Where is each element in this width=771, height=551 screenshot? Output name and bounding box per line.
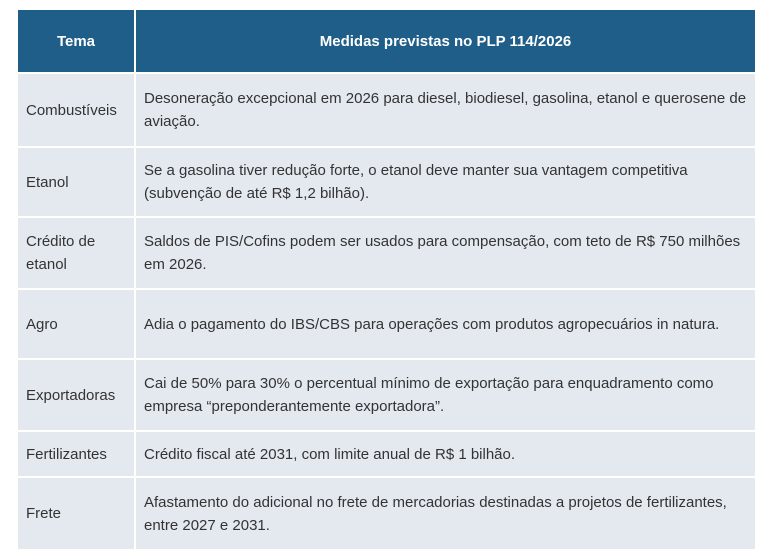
measure-cell: Desoneração excepcional em 2026 para die… [134, 72, 757, 148]
topic-cell: Agro [16, 288, 136, 360]
table-row: Exportadoras Cai de 50% para 30% o percen… [16, 358, 757, 432]
measure-cell: Adia o pagamento do IBS/CBS para operaçõ… [134, 288, 757, 360]
table-row: Etanol Se a gasolina tiver redução forte,… [16, 146, 757, 218]
table-row: Combustíveis Desoneração excepcional em 2… [16, 72, 757, 148]
header-cell: Tema [16, 8, 136, 74]
table-body: Combustíveis Desoneração excepcional em 2… [16, 72, 757, 551]
topic-cell: Combustíveis [16, 72, 136, 148]
topic-cell: Fertilizantes [16, 430, 136, 478]
table-row: Frete Afastamento do adicional no frete d… [16, 476, 757, 551]
header-cell: Medidas previstas no PLP 114/2026 [134, 8, 757, 74]
measure-cell: Saldos de PIS/Cofins podem ser usados pa… [134, 216, 757, 290]
topic-cell: Crédito de etanol [16, 216, 136, 290]
header-row: Tema Medidas previstas no PLP 114/2026 [16, 8, 757, 74]
table-row: Fertilizantes Crédito fiscal até 2031, co… [16, 430, 757, 478]
table-row: Crédito de etanol Saldos de PIS/Cofins po… [16, 216, 757, 290]
measure-cell: Afastamento do adicional no frete de mer… [134, 476, 757, 551]
measure-cell: Cai de 50% para 30% o percentual mínimo … [134, 358, 757, 432]
table-row: Agro Adia o pagamento do IBS/CBS para ope… [16, 288, 757, 360]
measure-cell: Se a gasolina tiver redução forte, o eta… [134, 146, 757, 218]
table-container: Tema Medidas previstas no PLP 114/2026 C… [16, 8, 757, 551]
measure-cell: Crédito fiscal até 2031, com limite anua… [134, 430, 757, 478]
topic-cell: Frete [16, 476, 136, 551]
topic-cell: Etanol [16, 146, 136, 218]
table: Tema Medidas previstas no PLP 114/2026 C… [16, 8, 757, 551]
topic-cell: Exportadoras [16, 358, 136, 432]
